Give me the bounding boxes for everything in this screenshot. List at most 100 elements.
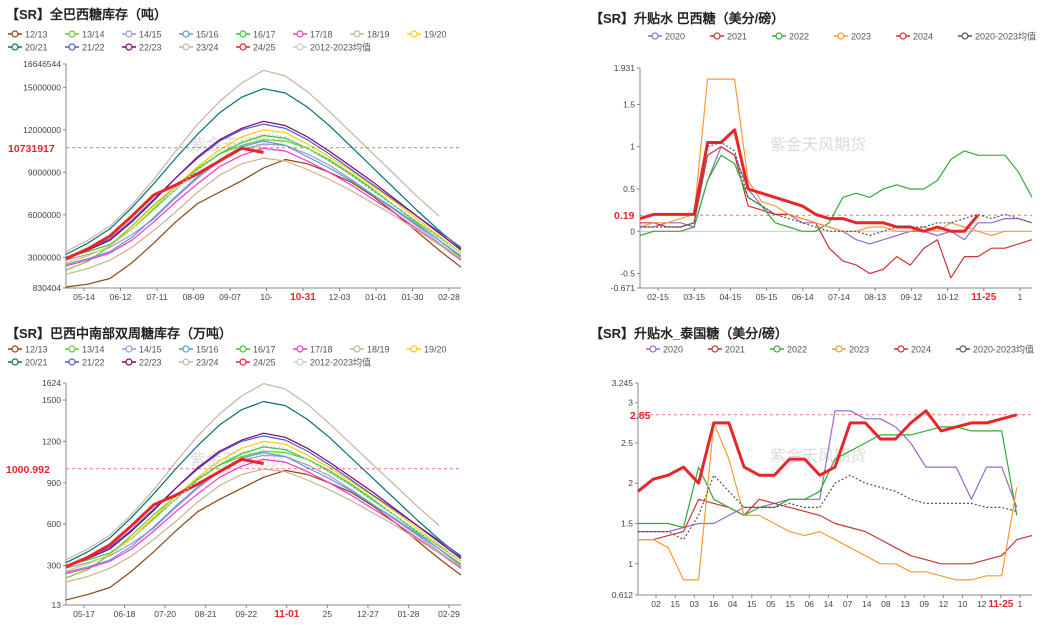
legend-label: 22/23 [139,358,162,368]
x-tick-label: 09 [919,599,929,609]
legend-marker [182,358,190,366]
x-tick-label: 03-15 [683,292,705,302]
x-tick-label: 11-25 [988,599,1013,610]
legend-label: 2022 [787,345,807,355]
y-tick-label: 13 [52,600,62,610]
legend-marker [125,43,133,51]
series-line [639,150,1033,237]
legend-marker [11,30,19,38]
series-line [640,146,1033,279]
legend-item: 21/22 [65,43,105,53]
legend-marker [125,30,133,38]
series-line [65,143,462,261]
legend-label: 14/15 [139,345,162,355]
y-tick-label: 0.612 [612,590,634,600]
legend-label: 20/21 [25,43,48,53]
legend-item: 2024 [896,32,933,42]
x-tick-label: 11-25 [971,292,996,303]
x-tick-label: 01-01 [365,292,387,302]
chart-svg: 2020 2021 2022 2023 2024 2020-2023均值0.61211.5… [612,344,1034,611]
x-tick-label: 05-17 [73,609,95,619]
legend-marker [239,30,247,38]
x-tick-label: 12 [977,599,987,609]
legend-label: 2022 [789,32,809,42]
legend-label: 19/20 [424,345,447,355]
legend-marker [11,358,19,366]
legend-label: 16/17 [253,345,276,355]
chart-title: 【SR】升贴水_泰国糖（美分/磅） [590,326,788,341]
x-tick-label: 16 [709,599,719,609]
x-tick-label: 10-12 [937,292,959,302]
x-tick-label: 04 [728,599,738,609]
x-tick-label: 15 [785,599,795,609]
x-tick-label: 15 [670,599,680,609]
series-line [65,120,462,260]
x-tick-label: 04-15 [720,292,742,302]
y-tick-label: 16646544 [23,59,61,69]
series-line [65,435,462,567]
legend-label: 15/16 [196,30,219,40]
legend-marker [11,345,19,353]
x-tick-label: 06-12 [110,292,132,302]
legend-item: 2012-2023均值 [293,357,371,368]
legend-label: 2021 [727,32,747,42]
legend-item: 2022 [770,345,807,355]
series-line [638,422,1018,581]
legend-marker [713,32,721,40]
legend-marker [182,30,190,38]
series-line [65,140,462,265]
legend-item: 12/13 [8,345,48,355]
series-line [65,157,462,275]
legend-label: 17/18 [310,345,333,355]
legend-item: 2020 [648,32,685,42]
legend-marker [296,345,304,353]
legend-label: 19/20 [424,30,447,40]
series-line [65,147,462,267]
legend-marker [410,30,418,38]
legend-marker [775,32,783,40]
x-tick-label: 12-03 [329,292,351,302]
legend-item: 2021 [708,345,745,355]
legend-marker [711,345,719,353]
legend-marker [773,345,781,353]
y-tick-label: 830404 [33,283,62,293]
legend-marker [649,345,657,353]
legend-marker [353,30,361,38]
legend-item: 16/17 [236,345,276,355]
x-tick-label: 10-31 [290,292,316,303]
x-tick-label: 09-22 [235,609,257,619]
legend-label: 21/22 [82,358,105,368]
legend-item: 2023 [834,32,871,42]
legend-marker [68,358,76,366]
legend-marker [11,43,19,51]
series-line [65,468,462,583]
x-tick-label: 06-18 [114,609,136,619]
legend-item: 2021 [710,32,747,42]
y-tick-label: 15000000 [23,82,61,92]
legend-marker [68,345,76,353]
legend-label: 18/19 [367,30,390,40]
legend-label: 2012-2023均值 [310,42,371,53]
chart-title: 【SR】巴西中南部双周糖库存（万吨） [6,326,233,341]
legend-marker [68,30,76,38]
series-line [65,451,462,573]
chart-thailand-premium: 【SR】升贴水_泰国糖（美分/磅） 2020 2021 2022 2023 2024 20… [470,313,1062,625]
series-line [65,432,462,568]
legend-label: 20/21 [25,358,48,368]
legend-label: 2023 [851,32,871,42]
series-line [65,440,462,572]
legend-item: 2024 [894,345,931,355]
series-line [65,88,462,255]
legend-label: 13/14 [82,345,105,355]
x-tick-label: 07-14 [828,292,850,302]
series-line [65,400,462,564]
x-tick-label: 08-21 [195,609,217,619]
series-line [65,458,462,575]
x-tick-label: 13 [900,599,910,609]
y-tick-label: 1624 [42,378,61,388]
x-tick-label: 06 [805,599,815,609]
legend-item: 22/23 [122,358,162,368]
y-tick-label: 1500 [42,395,61,405]
x-tick-label: 07-20 [154,609,176,619]
legend-label: 2024 [911,345,931,355]
